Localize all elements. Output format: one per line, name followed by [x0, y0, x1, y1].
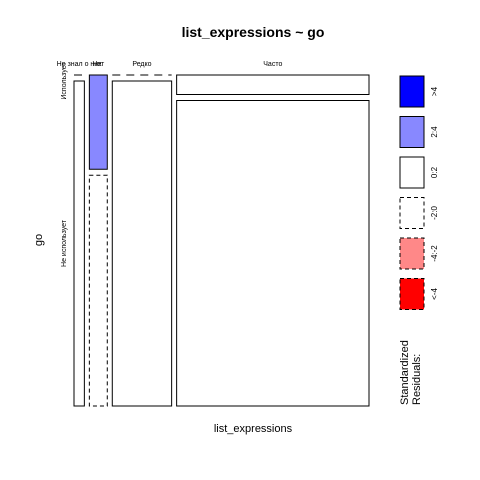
- mosaic-cell-нет-не-использует: [88, 174, 108, 407]
- legend-swatch: [399, 237, 425, 270]
- mosaic-cell-нет-использует: [88, 74, 108, 170]
- legend-title-line-1: Standardized: [399, 340, 411, 405]
- residual-legend: >4 2:4 0:2 -2:0 -4:-2 <-4 Standardized Residu…: [399, 75, 439, 405]
- legend-label: 2:4: [430, 126, 439, 138]
- mosaic-cells: [73, 74, 370, 407]
- mosaic-cell-редко-не-использует: [111, 80, 173, 407]
- legend-label: >4: [430, 86, 439, 96]
- mosaic-cell-часто-использует: [176, 74, 370, 95]
- legend-swatch: [399, 75, 425, 108]
- mosaic-cell-не-знал-о-них-не-использует: [73, 80, 85, 407]
- y-tick-label: Не использует: [61, 219, 68, 267]
- legend-swatch: [399, 156, 425, 189]
- legend-swatch: [399, 116, 425, 148]
- mosaic-cell-часто-не-использует: [176, 100, 370, 407]
- y-axis-label: go: [33, 234, 45, 246]
- x-tick-label: Редко: [132, 61, 151, 68]
- legend-label: 0:2: [430, 166, 439, 178]
- x-axis-label: list_expressions: [214, 423, 293, 435]
- legend-swatch: [399, 197, 425, 229]
- x-tick-label: Нет: [92, 61, 105, 68]
- x-tick-label: Не знал о них: [57, 61, 103, 68]
- legend-label: <-4: [430, 288, 439, 300]
- legend-title-line-2: Residuals:: [411, 354, 423, 405]
- chart-title: list_expressions ~ go: [182, 24, 325, 40]
- legend-label: -4:-2: [430, 245, 439, 262]
- legend-label: -2:0: [430, 206, 439, 220]
- y-tick-label: Использует: [61, 62, 68, 100]
- x-tick-label: Часто: [263, 61, 282, 68]
- legend-swatch: [399, 278, 425, 310]
- y-tick-labels: Использует Не использует: [61, 62, 68, 267]
